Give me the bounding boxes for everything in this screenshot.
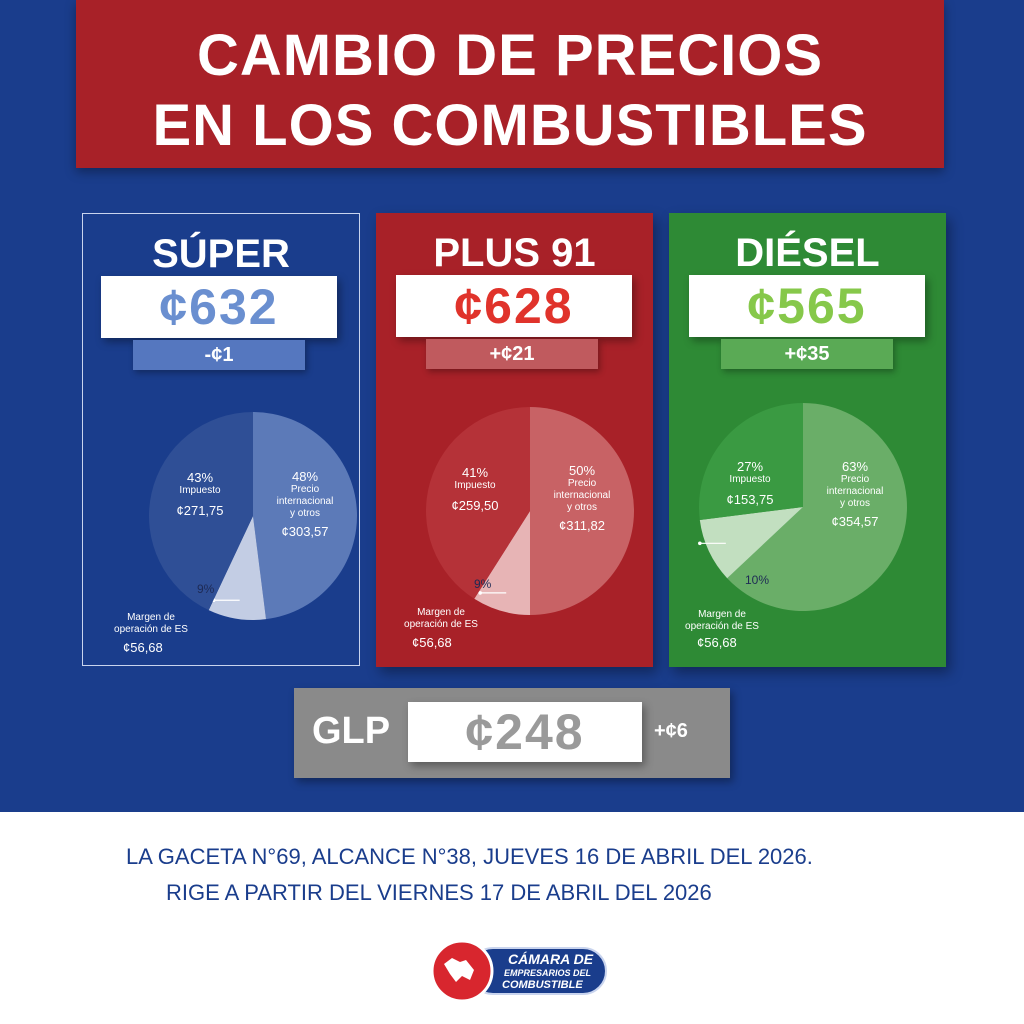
card-super: SÚPER ¢632 -¢1 43% Impuesto ¢271,75 48% … xyxy=(82,213,360,666)
title-banner: CAMBIO DE PRECIOS EN LOS COMBUSTIBLES xyxy=(76,0,944,168)
glp-price: ¢248 xyxy=(465,704,585,760)
margin-label-plus-91: Margen de operación de ES xyxy=(404,607,478,630)
card-diesel: DIÉSEL ¢565 +¢35 27% Impuesto ¢153,75 63… xyxy=(669,213,946,667)
pie-slice-margin xyxy=(474,511,530,615)
pie-chart-diesel xyxy=(698,403,907,611)
margin-leader-dot xyxy=(478,591,483,595)
title-line-1: CAMBIO DE PRECIOS xyxy=(196,23,824,88)
margin-pct-super: 9% xyxy=(197,582,215,596)
intl-label-diesel: 63% Precio internacional y otros ¢354,57 xyxy=(826,459,884,529)
intl-label-plus-91: 50% Precio internacional y otros ¢311,82 xyxy=(553,463,611,533)
price-diesel: ¢565 xyxy=(747,278,867,334)
pie-slice-tax xyxy=(699,403,803,521)
pie-slice-intl xyxy=(727,403,907,611)
pie-chart-super xyxy=(149,412,358,620)
fuel-name-super: SÚPER xyxy=(152,232,290,276)
change-super: -¢1 xyxy=(133,340,305,370)
glp-box: GLP ¢248 +¢6 xyxy=(294,688,730,778)
glp-price-box: ¢248 xyxy=(408,702,642,762)
price-super: ¢632 xyxy=(159,279,279,335)
pie-chart-plus-91 xyxy=(426,407,634,615)
pie-slice-intl xyxy=(253,412,358,620)
price-box-super: ¢632 xyxy=(101,276,337,338)
change-diesel: +¢35 xyxy=(721,339,893,369)
gaceta-line-2: RIGE A PARTIR DEL VIERNES 17 DE ABRIL DE… xyxy=(166,880,712,905)
margin-pct-diesel: 10% xyxy=(745,573,770,587)
margin-amount-diesel: ¢56,68 xyxy=(697,635,737,650)
fuel-name-diesel: DIÉSEL xyxy=(735,231,880,275)
tax-label-super: 43% Impuesto ¢271,75 xyxy=(176,470,224,518)
camara-logo: CÁMARA DE EMPRESARIOS DEL COMBUSTIBLE xyxy=(430,939,610,1003)
margin-label-diesel: Margen de operación de ES xyxy=(685,609,759,632)
glp-label: GLP xyxy=(312,710,391,752)
pie-diesel-slices xyxy=(698,403,907,611)
tax-label-plus-91: 41% Impuesto ¢259,50 xyxy=(451,465,499,513)
logo-line-2: EMPRESARIOS DEL xyxy=(504,968,592,978)
margin-amount-plus-91: ¢56,68 xyxy=(412,635,452,650)
logo-line-1: CÁMARA DE xyxy=(508,951,594,967)
price-box-diesel: ¢565 xyxy=(689,275,925,337)
pie-plus-91-slices xyxy=(426,407,634,615)
pie-super-slices xyxy=(149,412,358,620)
logo-line-3: COMBUSTIBLE xyxy=(502,979,583,991)
title-line-2: EN LOS COMBUSTIBLES xyxy=(152,93,868,158)
pie-slice-margin xyxy=(699,507,803,579)
glp-change: +¢6 xyxy=(654,720,688,742)
pie-slice-tax xyxy=(426,407,530,599)
tax-label-diesel: 27% Impuesto ¢153,75 xyxy=(726,459,774,507)
intl-label-super: 48% Precio internacional y otros ¢303,57 xyxy=(276,469,334,539)
card-plus-91: PLUS 91 ¢628 +¢21 41% Impuesto ¢259,50 5… xyxy=(376,213,653,667)
price-box-plus-91: ¢628 xyxy=(396,275,632,337)
price-plus-91: ¢628 xyxy=(454,278,574,334)
logo-emblem-icon xyxy=(430,939,607,1003)
pie-slice-margin xyxy=(208,516,267,620)
margin-pct-plus-91: 9% xyxy=(474,577,492,591)
change-plus-91: +¢21 xyxy=(426,339,598,369)
margin-label-super: Margen de operación de ES xyxy=(114,612,188,635)
pie-slice-intl xyxy=(530,407,634,615)
fuel-name-plus-91: PLUS 91 xyxy=(433,231,596,275)
margin-amount-super: ¢56,68 xyxy=(123,640,163,655)
pie-slice-tax xyxy=(149,412,253,611)
gaceta-line-1: LA GACETA N°69, ALCANCE N°38, JUEVES 16 … xyxy=(126,844,813,869)
margin-leader-dot xyxy=(698,541,702,546)
